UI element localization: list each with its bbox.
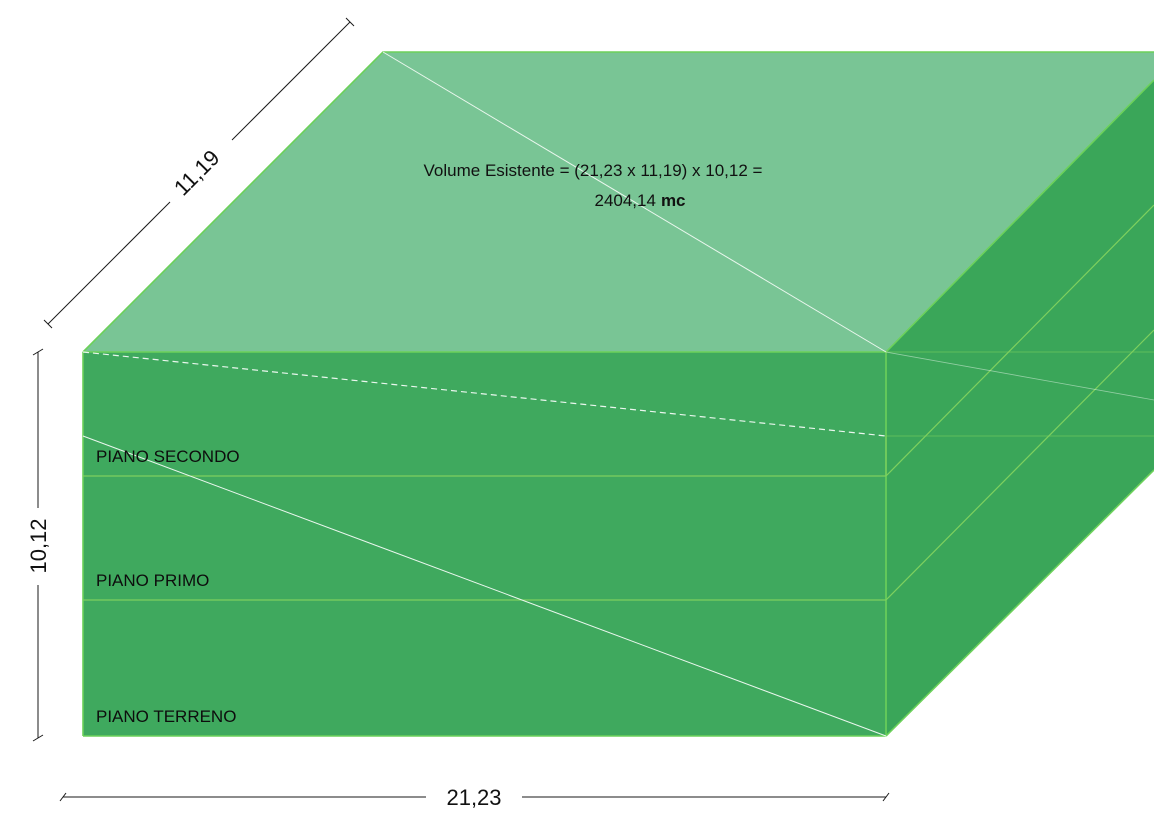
volume-formula: Volume Esistente = (21,23 x 11,19) x 10,… xyxy=(424,161,763,180)
depth-dimension-line-b xyxy=(231,21,351,141)
width-tick-end xyxy=(882,792,890,802)
side-diagonal xyxy=(885,351,1154,401)
depth-dimension-line-a xyxy=(47,201,171,325)
depth-tick-end xyxy=(345,17,355,27)
height-label: 10,12 xyxy=(26,518,51,573)
depth-label: 11,19 xyxy=(169,145,224,200)
height-tick-end xyxy=(32,734,44,742)
floor-line-side-upper xyxy=(885,204,1154,477)
top-diagonal xyxy=(382,51,887,353)
width-label: 21,23 xyxy=(446,785,501,810)
volume-unit: mc xyxy=(661,191,686,210)
front-dashed-diagonal xyxy=(82,351,887,437)
floor-label-secondo: PIANO SECONDO xyxy=(96,447,240,466)
diagonals xyxy=(82,51,1154,737)
volume-value: 2404,14 xyxy=(594,191,655,210)
floor-label-primo: PIANO PRIMO xyxy=(96,571,209,590)
width-tick-start xyxy=(59,792,67,802)
dimension-lines xyxy=(32,17,890,802)
floor-lines xyxy=(83,204,1154,601)
side-face xyxy=(886,80,1154,736)
front-diagonal xyxy=(82,435,887,737)
top-face xyxy=(83,52,1154,352)
floor-line-side-lower xyxy=(885,329,1154,601)
front-face xyxy=(83,352,886,736)
height-tick-start xyxy=(32,348,44,356)
bottom-right-edge xyxy=(885,469,1154,737)
volume-result: 2404,14 mc xyxy=(594,191,685,210)
depth-tick-start xyxy=(43,319,53,329)
floor-label-terreno: PIANO TERRENO xyxy=(96,707,236,726)
top-right-edge xyxy=(885,79,1154,353)
